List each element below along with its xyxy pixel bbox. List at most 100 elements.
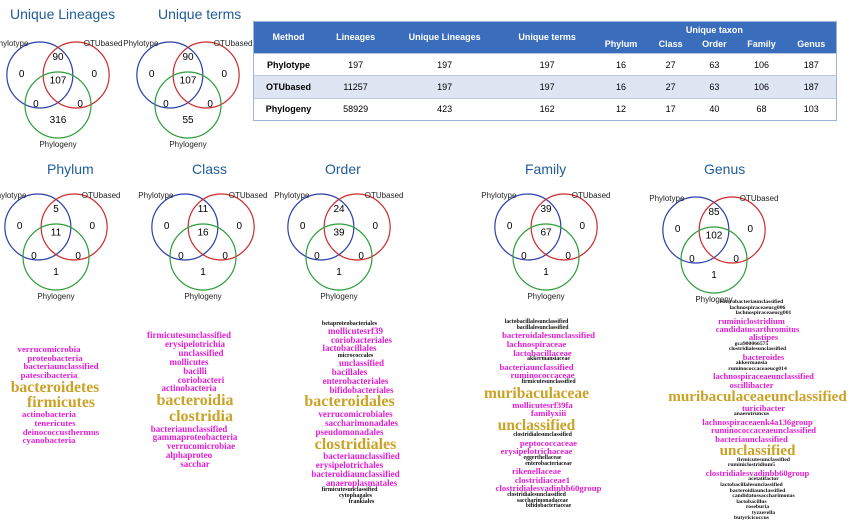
cloud-word: lactobacillaceae bbox=[513, 347, 572, 358]
cloud-word: lachnospiraceaenk4a136group bbox=[702, 416, 813, 427]
cloud-word: clostridialesunclassified bbox=[513, 432, 572, 439]
cloud-word: alphaproteo bbox=[165, 449, 213, 460]
venn-value-all-three: 16 bbox=[197, 227, 209, 238]
venn-value-phylotype-phylogeny: 0 bbox=[31, 251, 37, 262]
cloud-word: mollicutes bbox=[169, 356, 209, 367]
cloud-word: saccharimonadales bbox=[325, 417, 398, 428]
venn-label-phylotype: Phylotype bbox=[0, 191, 27, 200]
cloud-word: unclassified bbox=[497, 416, 576, 434]
venn-value-otubased-only: 0 bbox=[748, 224, 754, 235]
table-cell: 63 bbox=[692, 75, 737, 99]
venn-value-all-three: 107 bbox=[180, 75, 197, 86]
table-header-unique-lineages: Unique Lineages bbox=[388, 21, 502, 54]
cloud-word: familyxiii bbox=[530, 408, 567, 419]
venn-value-phylotype-phylogeny: 0 bbox=[689, 254, 695, 265]
cloud-word: verrucomicrobiales bbox=[318, 409, 393, 420]
cloud-word: frankiales bbox=[348, 499, 375, 506]
cloud-word: lactobacillalesunclassified bbox=[720, 481, 783, 488]
venn-label-otubased: OTUbased bbox=[572, 191, 611, 200]
venn-value-otubased-only: 0 bbox=[92, 69, 98, 80]
cloud-word: turicibacter bbox=[741, 403, 786, 414]
table-cell: OTUbased bbox=[253, 75, 324, 99]
cloud-word: proteobacteria bbox=[27, 352, 83, 363]
table-cell: 40 bbox=[692, 97, 737, 121]
venn-label-phylogeny: Phylogeny bbox=[169, 140, 206, 149]
cloud-word: bacteroidalesunclassified bbox=[502, 330, 595, 341]
cloud-word: clostridia bbox=[169, 407, 233, 425]
cloud-word: firmicutesunclassified bbox=[737, 456, 790, 463]
cloud-word: bacteroidetes bbox=[10, 378, 100, 396]
cloud-word: alistipes bbox=[748, 332, 779, 343]
cloud-word: anaerotruncus bbox=[733, 411, 770, 418]
word-cloud-class: firmicutesunclassified erysipelotrichia un… bbox=[120, 330, 270, 470]
venn-value-phylotype-only: 0 bbox=[300, 221, 306, 232]
table-cell: 106 bbox=[736, 75, 787, 99]
venn-value-phylotype-otubased: 11 bbox=[198, 204, 209, 215]
venn-label-otubased: OTUbased bbox=[740, 194, 779, 203]
table-cell: 162 bbox=[501, 97, 594, 121]
cloud-word: lactobacillalesunclassified bbox=[504, 319, 569, 325]
venn-label-phylotype: Phylotype bbox=[138, 191, 174, 200]
table-header-order: Unique taxon Order bbox=[686, 21, 743, 54]
table-header-phylum: Phylum bbox=[593, 21, 649, 54]
cloud-word: bacteroides bbox=[742, 351, 785, 362]
venn-label-phylogeny: Phylogeny bbox=[320, 292, 357, 301]
cloud-word: actinobacteria bbox=[161, 383, 217, 394]
cloud-word: actinobacteria bbox=[22, 409, 76, 420]
table-cell: Phylogeny bbox=[253, 97, 324, 121]
cloud-word: enterobacteriaunclassified bbox=[719, 299, 784, 305]
table-header-phylum-label: Phylum bbox=[604, 39, 638, 49]
venn-value-phylotype-only: 0 bbox=[149, 69, 155, 80]
cloud-word: pseudomonadales bbox=[315, 426, 384, 437]
table-cell: 197 bbox=[501, 52, 594, 76]
cloud-word: candidatusarthromitus bbox=[715, 324, 800, 335]
cloud-word: lachnospiraceaeucg001 bbox=[735, 310, 792, 317]
cloud-word: erysipelotrichia bbox=[165, 339, 225, 350]
cloud-word: bacteroidia bbox=[156, 392, 234, 410]
cloud-word: gca900066575 bbox=[734, 340, 769, 347]
cloud-word: unclassified bbox=[338, 358, 385, 369]
cloud-word: ruminococcaceaeunclassified bbox=[710, 425, 817, 436]
cloud-word: roseburia bbox=[745, 504, 770, 511]
cloud-word: betaproteobacteriales bbox=[321, 320, 378, 327]
table-cell: 16 bbox=[593, 75, 649, 99]
cloud-word: firmicutesunclassified bbox=[521, 378, 576, 385]
cloud-word: enterobacteriales bbox=[322, 375, 389, 386]
venn-value-otubased-only: 0 bbox=[90, 221, 96, 232]
venn-label-phylogeny: Phylogeny bbox=[39, 140, 76, 149]
cloud-word: cyanobacteria bbox=[22, 435, 76, 446]
cloud-word: lactobacillales bbox=[322, 343, 377, 354]
table-cell: 187 bbox=[786, 75, 837, 99]
cloud-word: bifidobacteriaceae bbox=[525, 503, 572, 510]
table-cell: 11257 bbox=[323, 75, 389, 99]
venn-label-phylotype: Phylotype bbox=[123, 39, 159, 48]
cloud-word: cytophagales bbox=[339, 493, 372, 500]
cloud-word: firmicutesunclassified bbox=[147, 330, 231, 341]
venn-label-otubased: OTUbased bbox=[82, 191, 121, 200]
cloud-word: acetatifactor bbox=[748, 476, 779, 483]
venn-circle-phylogeny bbox=[22, 223, 90, 291]
cloud-word: sacchar bbox=[180, 458, 210, 469]
cloud-word: verrucomicrobia bbox=[17, 344, 81, 354]
cloud-word: saccharimonadaceae bbox=[516, 497, 569, 504]
venn-value-otubased-phylogeny: 0 bbox=[207, 99, 213, 110]
table-group-header: Unique taxon bbox=[685, 25, 743, 35]
venn-circle-phylogeny bbox=[169, 223, 237, 291]
table-cell: 16 bbox=[593, 52, 649, 76]
venn-circle-phylogeny bbox=[680, 226, 748, 294]
table-row: OTUbased 11257 197 197 16 27 63 106 187 bbox=[253, 75, 837, 99]
venn-value-otubased-only: 0 bbox=[237, 221, 243, 232]
venn-value-phylogeny-only: 55 bbox=[182, 115, 194, 126]
table-header-family: Family bbox=[736, 21, 787, 54]
cloud-word: unclassified bbox=[178, 348, 224, 359]
cloud-word: clostridialesvadinbb60group bbox=[495, 483, 602, 494]
cloud-word: peptococcaceae bbox=[519, 437, 578, 448]
cloud-word: lachnospiraceae bbox=[506, 338, 567, 349]
venn-value-all-three: 102 bbox=[706, 230, 723, 241]
cloud-word: enterobacteriaceae bbox=[525, 460, 572, 467]
table-cell: 187 bbox=[786, 52, 837, 76]
venn-value-otubased-phylogeny: 0 bbox=[77, 99, 83, 110]
venn-label-otubased: OTUbased bbox=[84, 39, 123, 48]
venn-value-phylogeny-only: 1 bbox=[53, 267, 59, 278]
venn-value-phylotype-only: 0 bbox=[675, 224, 681, 235]
